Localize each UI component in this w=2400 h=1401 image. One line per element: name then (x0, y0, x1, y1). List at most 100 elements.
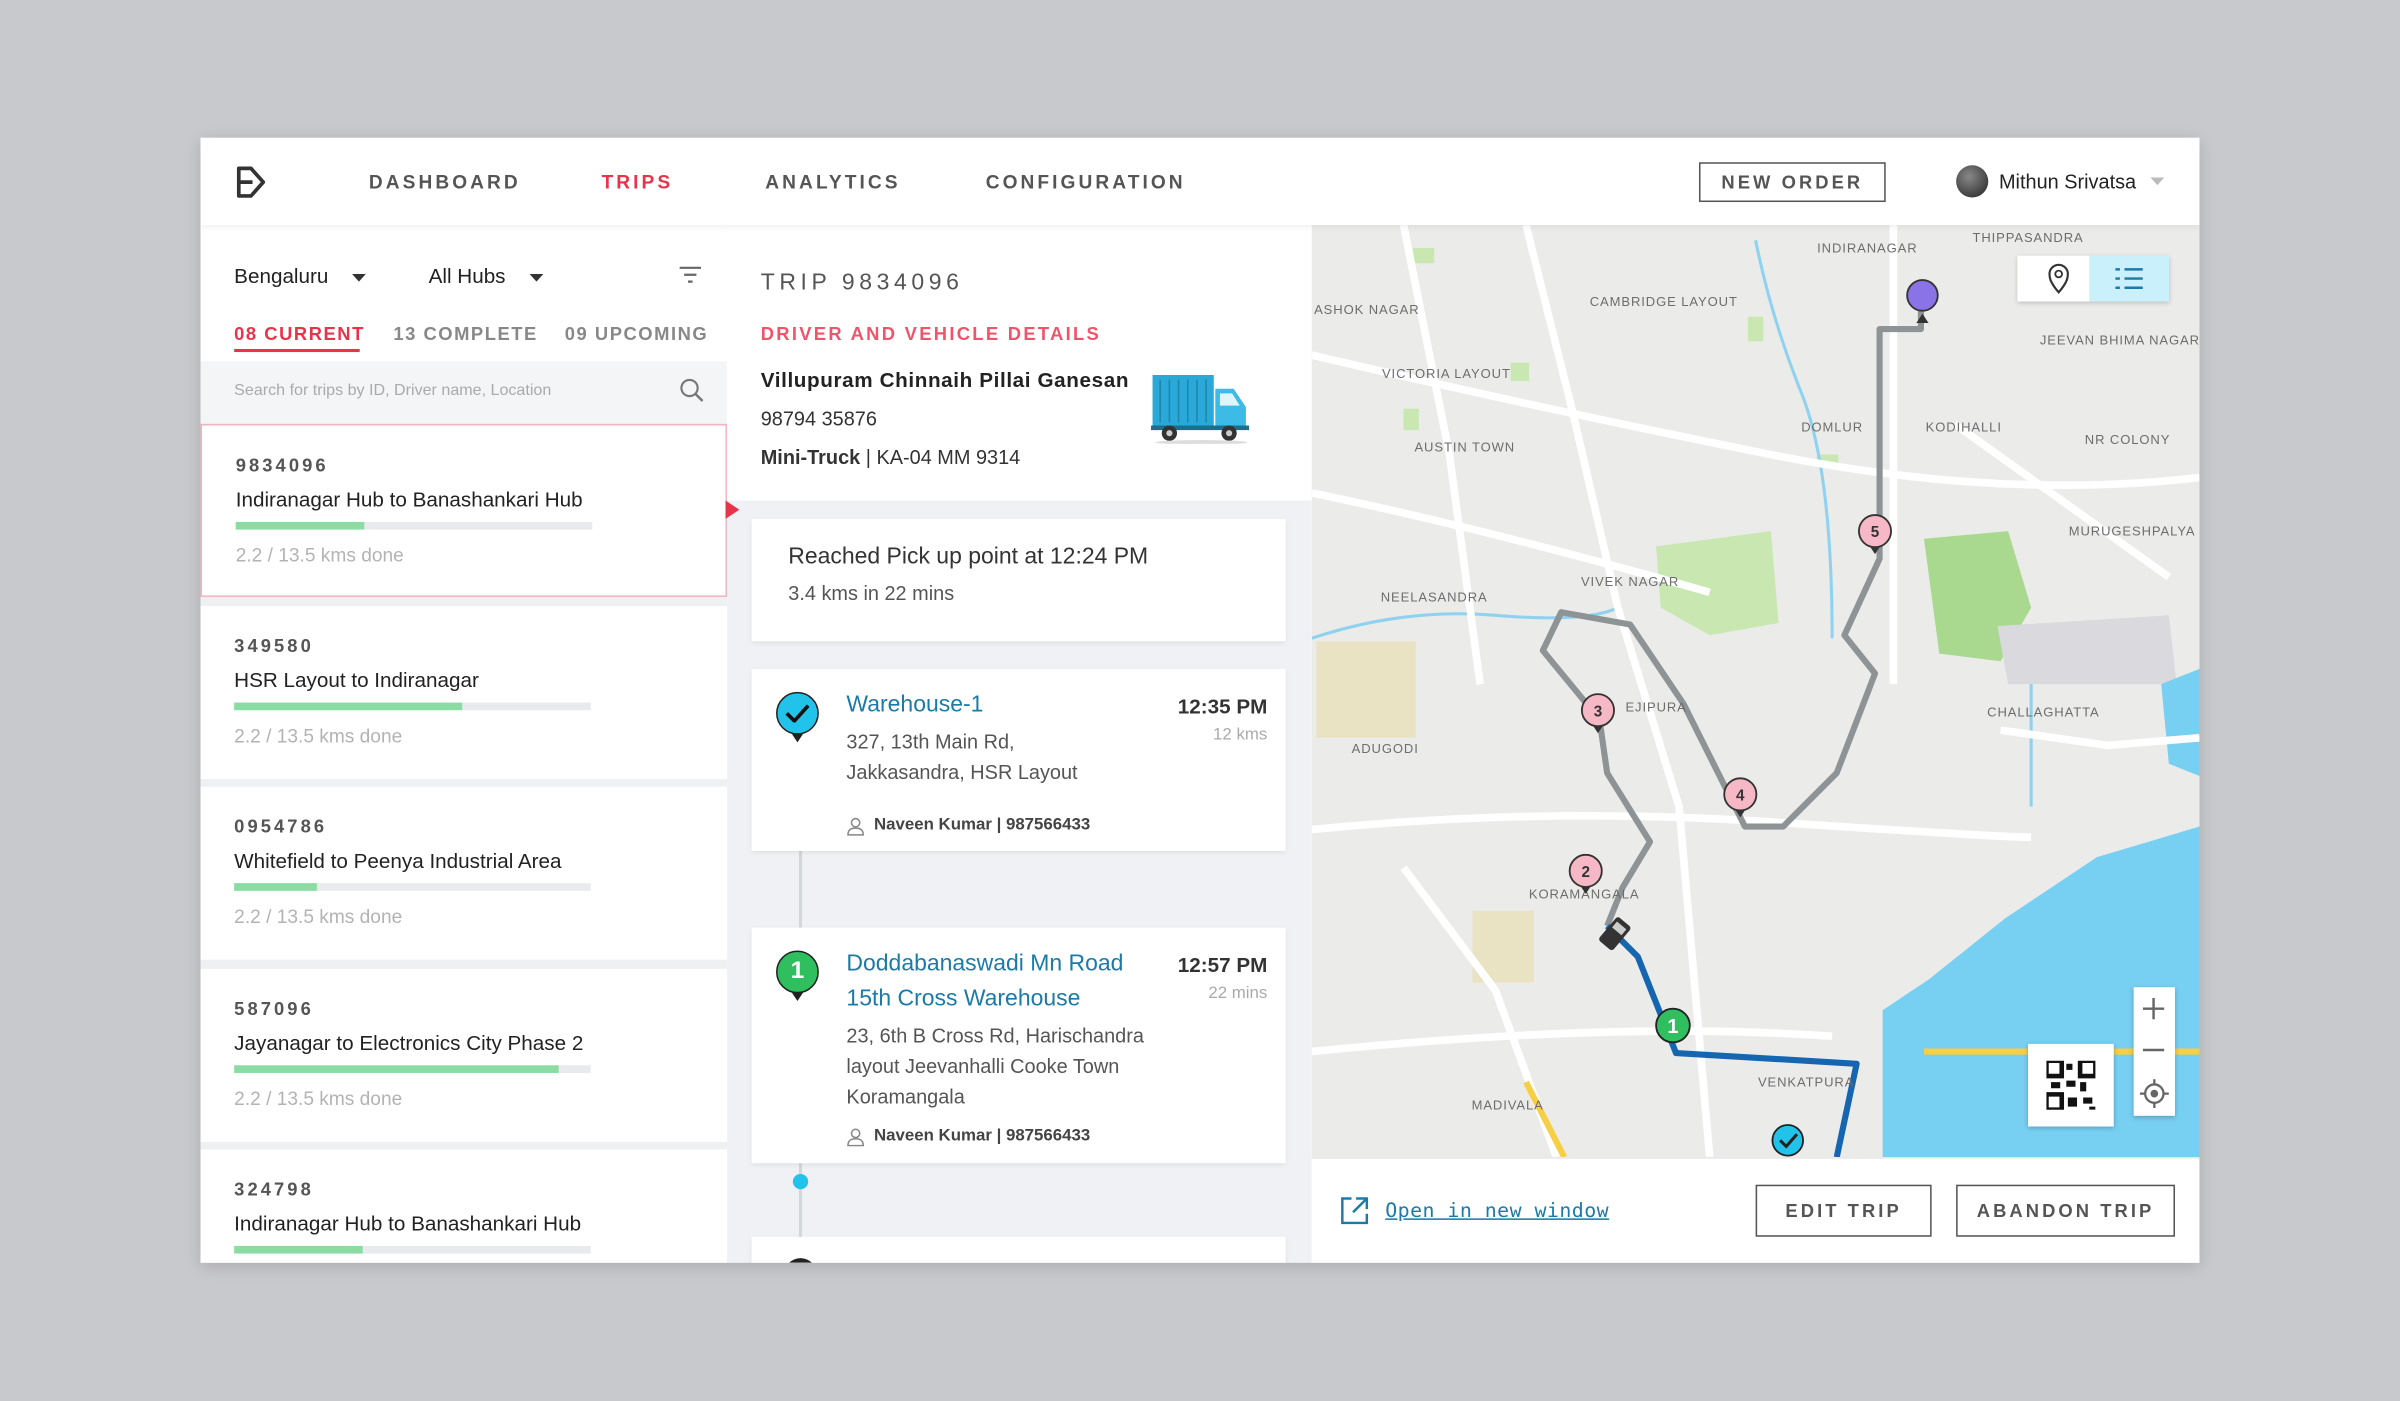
map-label: KODIHALLI (1926, 420, 2002, 435)
progress-track (234, 701, 591, 710)
stop-card[interactable]: 1 Doddabanaswadi Mn Road 15th Cross Wareho… (751, 927, 1286, 1164)
trip-card[interactable]: 349580 HSR Layout to Indiranagar 2.2 / 13.… (200, 605, 728, 779)
search-box[interactable]: Search for trips by ID, Driver name, Loc… (200, 361, 728, 423)
vehicle-plate: | KA-04 MM 9314 (865, 445, 1021, 469)
view-toggle (2017, 255, 2169, 302)
filter-icon[interactable] (679, 266, 702, 283)
map-label: AUSTIN TOWN (1414, 440, 1515, 455)
stop-card[interactable] (751, 1236, 1286, 1263)
search-placeholder: Search for trips by ID, Driver name, Loc… (234, 381, 552, 400)
check-icon (785, 704, 810, 723)
progress-track (234, 1245, 591, 1254)
stop-address: Jakkasandra, HSR Layout (846, 760, 1078, 784)
map-label: JEEVAN BHIMA NAGAR (2040, 332, 2200, 347)
stop-contact: Naveen Kumar | 987566433 (873, 815, 1091, 834)
user-name[interactable]: Mithun Srivatsa (1998, 169, 2137, 193)
list-icon (2115, 268, 2143, 289)
truck-icon (1151, 374, 1249, 444)
progress-bar (234, 883, 317, 891)
hub-select[interactable]: All Hubs (428, 264, 506, 288)
map-label: CHALLAGHATTA (1987, 704, 2099, 719)
qr-icon (2046, 1060, 2096, 1110)
stop-pin (1723, 777, 1758, 812)
map-label: VICTORIA LAYOUT (1382, 366, 1511, 381)
badge-tip (791, 733, 804, 743)
tab-complete[interactable]: 13 COMPLETE (393, 322, 538, 345)
stop-badge (776, 691, 819, 735)
driver-section: TRIP 9834096 DRIVER AND VEHICLE DETAILS … (727, 224, 1312, 501)
trip-route: Whitefield to Peenya Industrial Area (234, 849, 562, 873)
stop-pin (1568, 853, 1603, 888)
caret[interactable] (529, 273, 544, 283)
progress-bar (234, 1245, 363, 1254)
tab-upcoming[interactable]: 09 UPCOMING (564, 322, 709, 345)
vehicle-marker (1599, 917, 1631, 951)
trip-card[interactable]: 9834096 Indiranagar Hub to Banashankari H… (200, 423, 728, 597)
stop-card[interactable]: Warehouse-1 327, 13th Main Rd, Jakkasandra… (751, 668, 1286, 852)
logo[interactable] (234, 165, 268, 199)
trip-card[interactable]: 324798 Indiranagar Hub to Banashankari Hu… (200, 1149, 728, 1263)
tab-current[interactable]: 08 CURRENT (234, 322, 365, 345)
abandon-trip-button[interactable]: ABANDON TRIP (1956, 1184, 2175, 1237)
stop-time: 12:35 PM (1177, 694, 1268, 718)
qr-button[interactable] (2028, 1043, 2114, 1127)
pin-label: 3 (1594, 703, 1603, 720)
progress-bar (235, 521, 365, 530)
progress-track (234, 1064, 591, 1073)
tab-underline (234, 348, 360, 353)
caret[interactable] (352, 273, 366, 283)
stop-name: Warehouse-1 (846, 691, 984, 718)
done-pin (1771, 1124, 1804, 1157)
map-view-button[interactable] (2045, 263, 2073, 294)
progress-track (234, 883, 591, 891)
stop-badge: 1 (776, 950, 819, 994)
stop-contact: Naveen Kumar | 987566433 (873, 1125, 1091, 1145)
city-select[interactable]: Bengaluru (234, 264, 329, 288)
nav-item[interactable]: CONFIGURATION (985, 171, 1186, 193)
user-caret[interactable] (2150, 177, 2165, 187)
edit-trip-button[interactable]: EDIT TRIP (1755, 1184, 1932, 1237)
land (1316, 641, 1534, 983)
trip-progress: 2.2 / 13.5 kms done (235, 544, 404, 567)
trip-route: Jayanagar to Electronics City Phase 2 (234, 1030, 584, 1054)
search-icon[interactable] (680, 378, 704, 402)
driver-phone: 98794 35876 (760, 407, 877, 431)
trip-progress: 2.2 / 13.5 kms done (234, 906, 403, 928)
trip-id: 349580 (234, 634, 314, 656)
section-title: DRIVER AND VEHICLE DETAILS (760, 322, 1102, 345)
new-order-button[interactable]: NEW ORDER (1698, 162, 1886, 203)
zoom-controls (2133, 987, 2175, 1116)
map-label: KORAMANGALA (1529, 886, 1640, 901)
zoom-out[interactable] (2142, 1039, 2165, 1060)
map-canvas[interactable]: 1 INDIRANAGAR THIPPASANDRA JEEVAN BHIMA NA… (1311, 224, 2200, 1158)
selected-arrow (725, 500, 740, 519)
nav-item[interactable]: TRIPS (601, 171, 674, 193)
pin-label: 2 (1581, 864, 1590, 881)
locate-button[interactable] (2139, 1079, 2169, 1109)
map-label: ASHOK NAGAR (1314, 302, 1419, 317)
trip-card[interactable]: 587096 Jayanagar to Electronics City Phas… (200, 968, 728, 1142)
contact-icon (846, 1127, 865, 1155)
list-view-button[interactable] (2089, 255, 2169, 302)
map-label: ADUGODI (1352, 741, 1419, 756)
nav-item[interactable]: ANALYTICS (765, 171, 901, 193)
vehicle-type: Mini-Truck (760, 445, 861, 469)
timeline-dot (792, 1173, 809, 1190)
map-label: DOMLUR (1801, 420, 1863, 435)
pin-label: 5 (1871, 524, 1880, 541)
origin-pin (1906, 279, 1939, 323)
status-detail: 3.4 kms in 22 mins (788, 581, 955, 605)
map[interactable]: 1 INDIRANAGAR THIPPASANDRA JEEVAN BHIMA NA… (1311, 224, 2200, 1158)
trip-id: 9834096 (235, 454, 329, 477)
nav-item[interactable]: DASHBOARD (368, 171, 521, 193)
map-label: MADIVALA (1472, 1098, 1544, 1113)
stop-pin-1: 1 (1655, 1007, 1691, 1044)
trip-card[interactable]: 0954786 Whitefield to Peenya Industrial A… (200, 786, 728, 960)
status-card: Reached Pick up point at 12:24 PM 3.4 km… (751, 518, 1286, 642)
zoom-in[interactable] (2142, 997, 2165, 1020)
avatar[interactable] (1956, 165, 1989, 198)
external-link-icon[interactable] (1341, 1197, 1369, 1225)
stop-pin (1580, 693, 1615, 728)
open-link[interactable]: Open in new window (1385, 1199, 1610, 1223)
trip-id: 0954786 (234, 815, 328, 838)
